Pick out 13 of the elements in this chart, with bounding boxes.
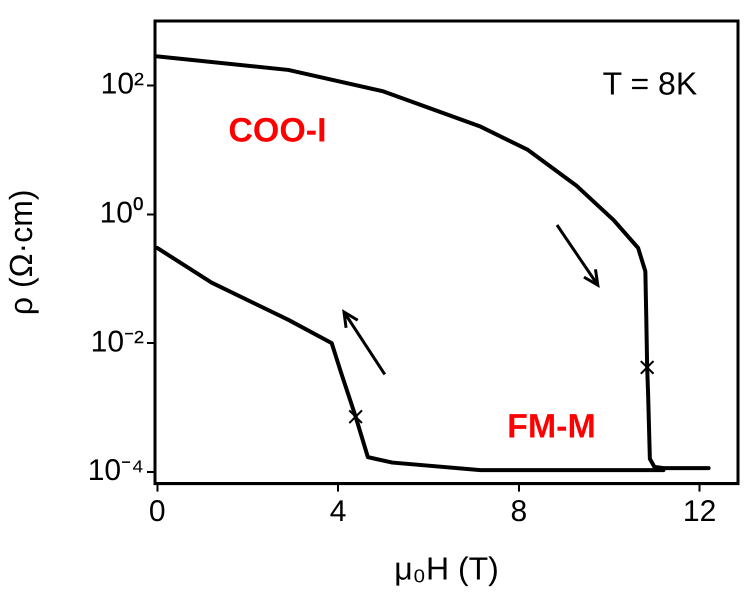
annotation: COO-I	[228, 111, 327, 150]
annotation: T = 8K	[602, 66, 698, 102]
x-tick-label: 4	[330, 494, 346, 528]
y-axis-title: ρ (Ω·cm)	[3, 189, 40, 316]
y-tick-label: 10⁻²	[90, 325, 144, 358]
x-axis-title: μ₀H (T)	[394, 550, 499, 587]
y-tick-label: 10⁻⁴	[88, 454, 144, 488]
y-tick-label: 10²	[100, 68, 144, 101]
annotation: FM-M	[507, 407, 596, 446]
x-tick-label: 12	[682, 494, 716, 528]
x-tick-label: 8	[510, 494, 528, 528]
x-tick-label: 0	[148, 494, 166, 528]
y-tick-label: 10⁰	[100, 196, 144, 230]
